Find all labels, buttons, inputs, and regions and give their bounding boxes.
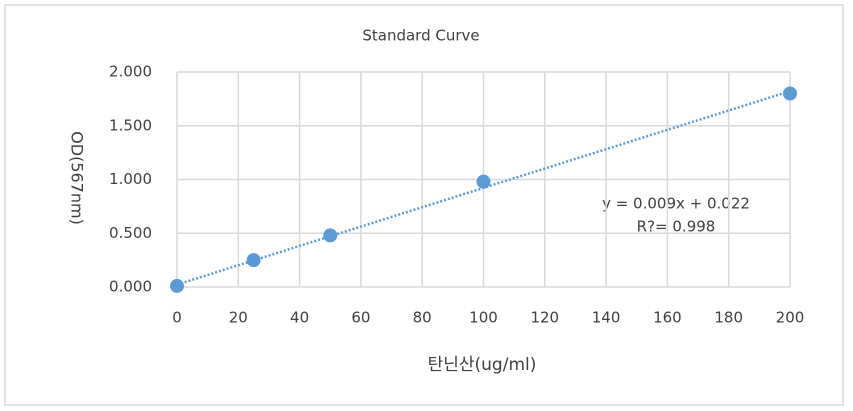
chart-title: Standard Curve xyxy=(362,27,479,45)
x-tick-label: 120 xyxy=(530,309,559,327)
annotation: R?= 0.998 xyxy=(637,218,716,236)
x-tick-label: 60 xyxy=(351,309,370,327)
x-tick-label: 80 xyxy=(413,309,432,327)
x-tick-label: 200 xyxy=(776,309,805,327)
data-point xyxy=(783,86,797,101)
y-tick-label: 1.500 xyxy=(109,116,152,134)
data-point xyxy=(170,278,184,293)
y-tick-label: 0.500 xyxy=(109,224,152,242)
x-tick-label: 20 xyxy=(229,309,248,327)
x-tick-label: 160 xyxy=(653,309,682,327)
x-tick-label: 140 xyxy=(592,309,621,327)
annotation: y = 0.009x + 0.022 xyxy=(602,195,750,213)
data-point xyxy=(476,174,491,189)
x-tick-label: 180 xyxy=(714,309,743,327)
y-tick-label: 1.000 xyxy=(109,170,152,188)
x-axis-label: 탄닌산(ug/ml) xyxy=(428,355,537,375)
data-point xyxy=(323,228,338,243)
y-axis-label: OD(567nm) xyxy=(68,131,87,225)
y-tick-label: 0.000 xyxy=(109,278,152,296)
data-point xyxy=(246,253,261,268)
y-tick-label: 2.000 xyxy=(109,63,152,81)
x-tick-label: 100 xyxy=(469,309,498,327)
x-tick-label: 40 xyxy=(290,309,309,327)
x-tick-label: 0 xyxy=(172,309,182,327)
